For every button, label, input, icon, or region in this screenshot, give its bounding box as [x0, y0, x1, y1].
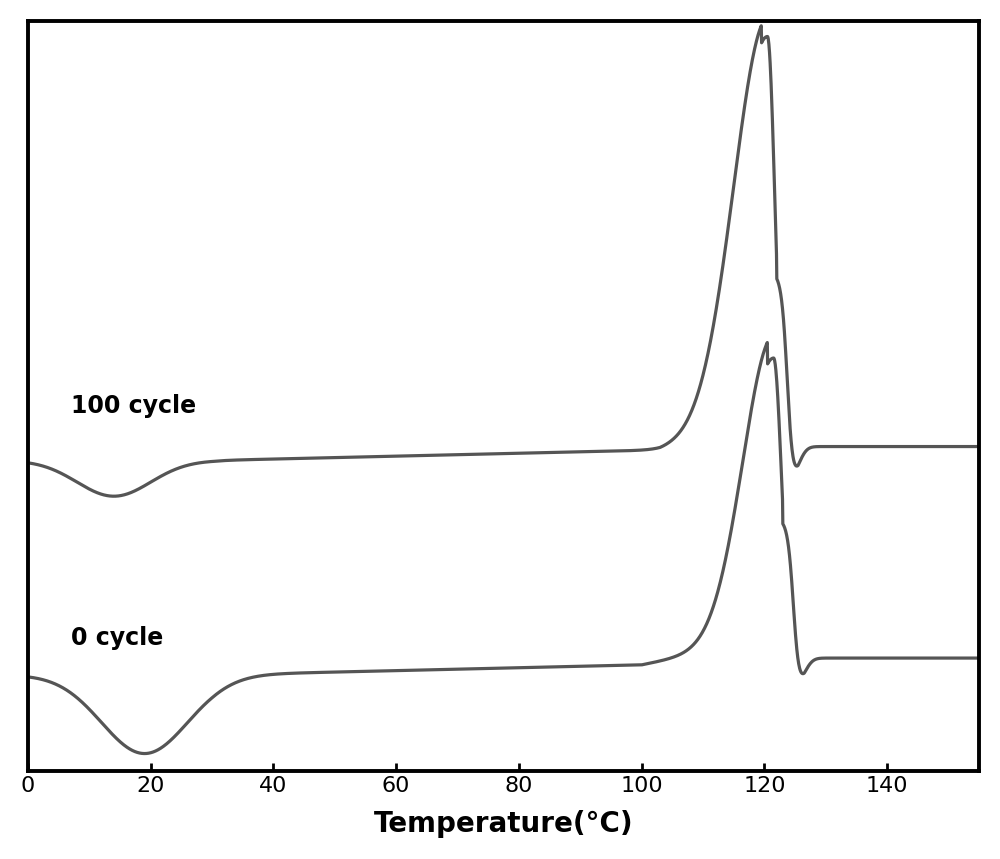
Text: 0 cycle: 0 cycle: [71, 626, 163, 650]
X-axis label: Temperature(°C): Temperature(°C): [374, 810, 633, 838]
Text: 100 cycle: 100 cycle: [71, 393, 196, 417]
